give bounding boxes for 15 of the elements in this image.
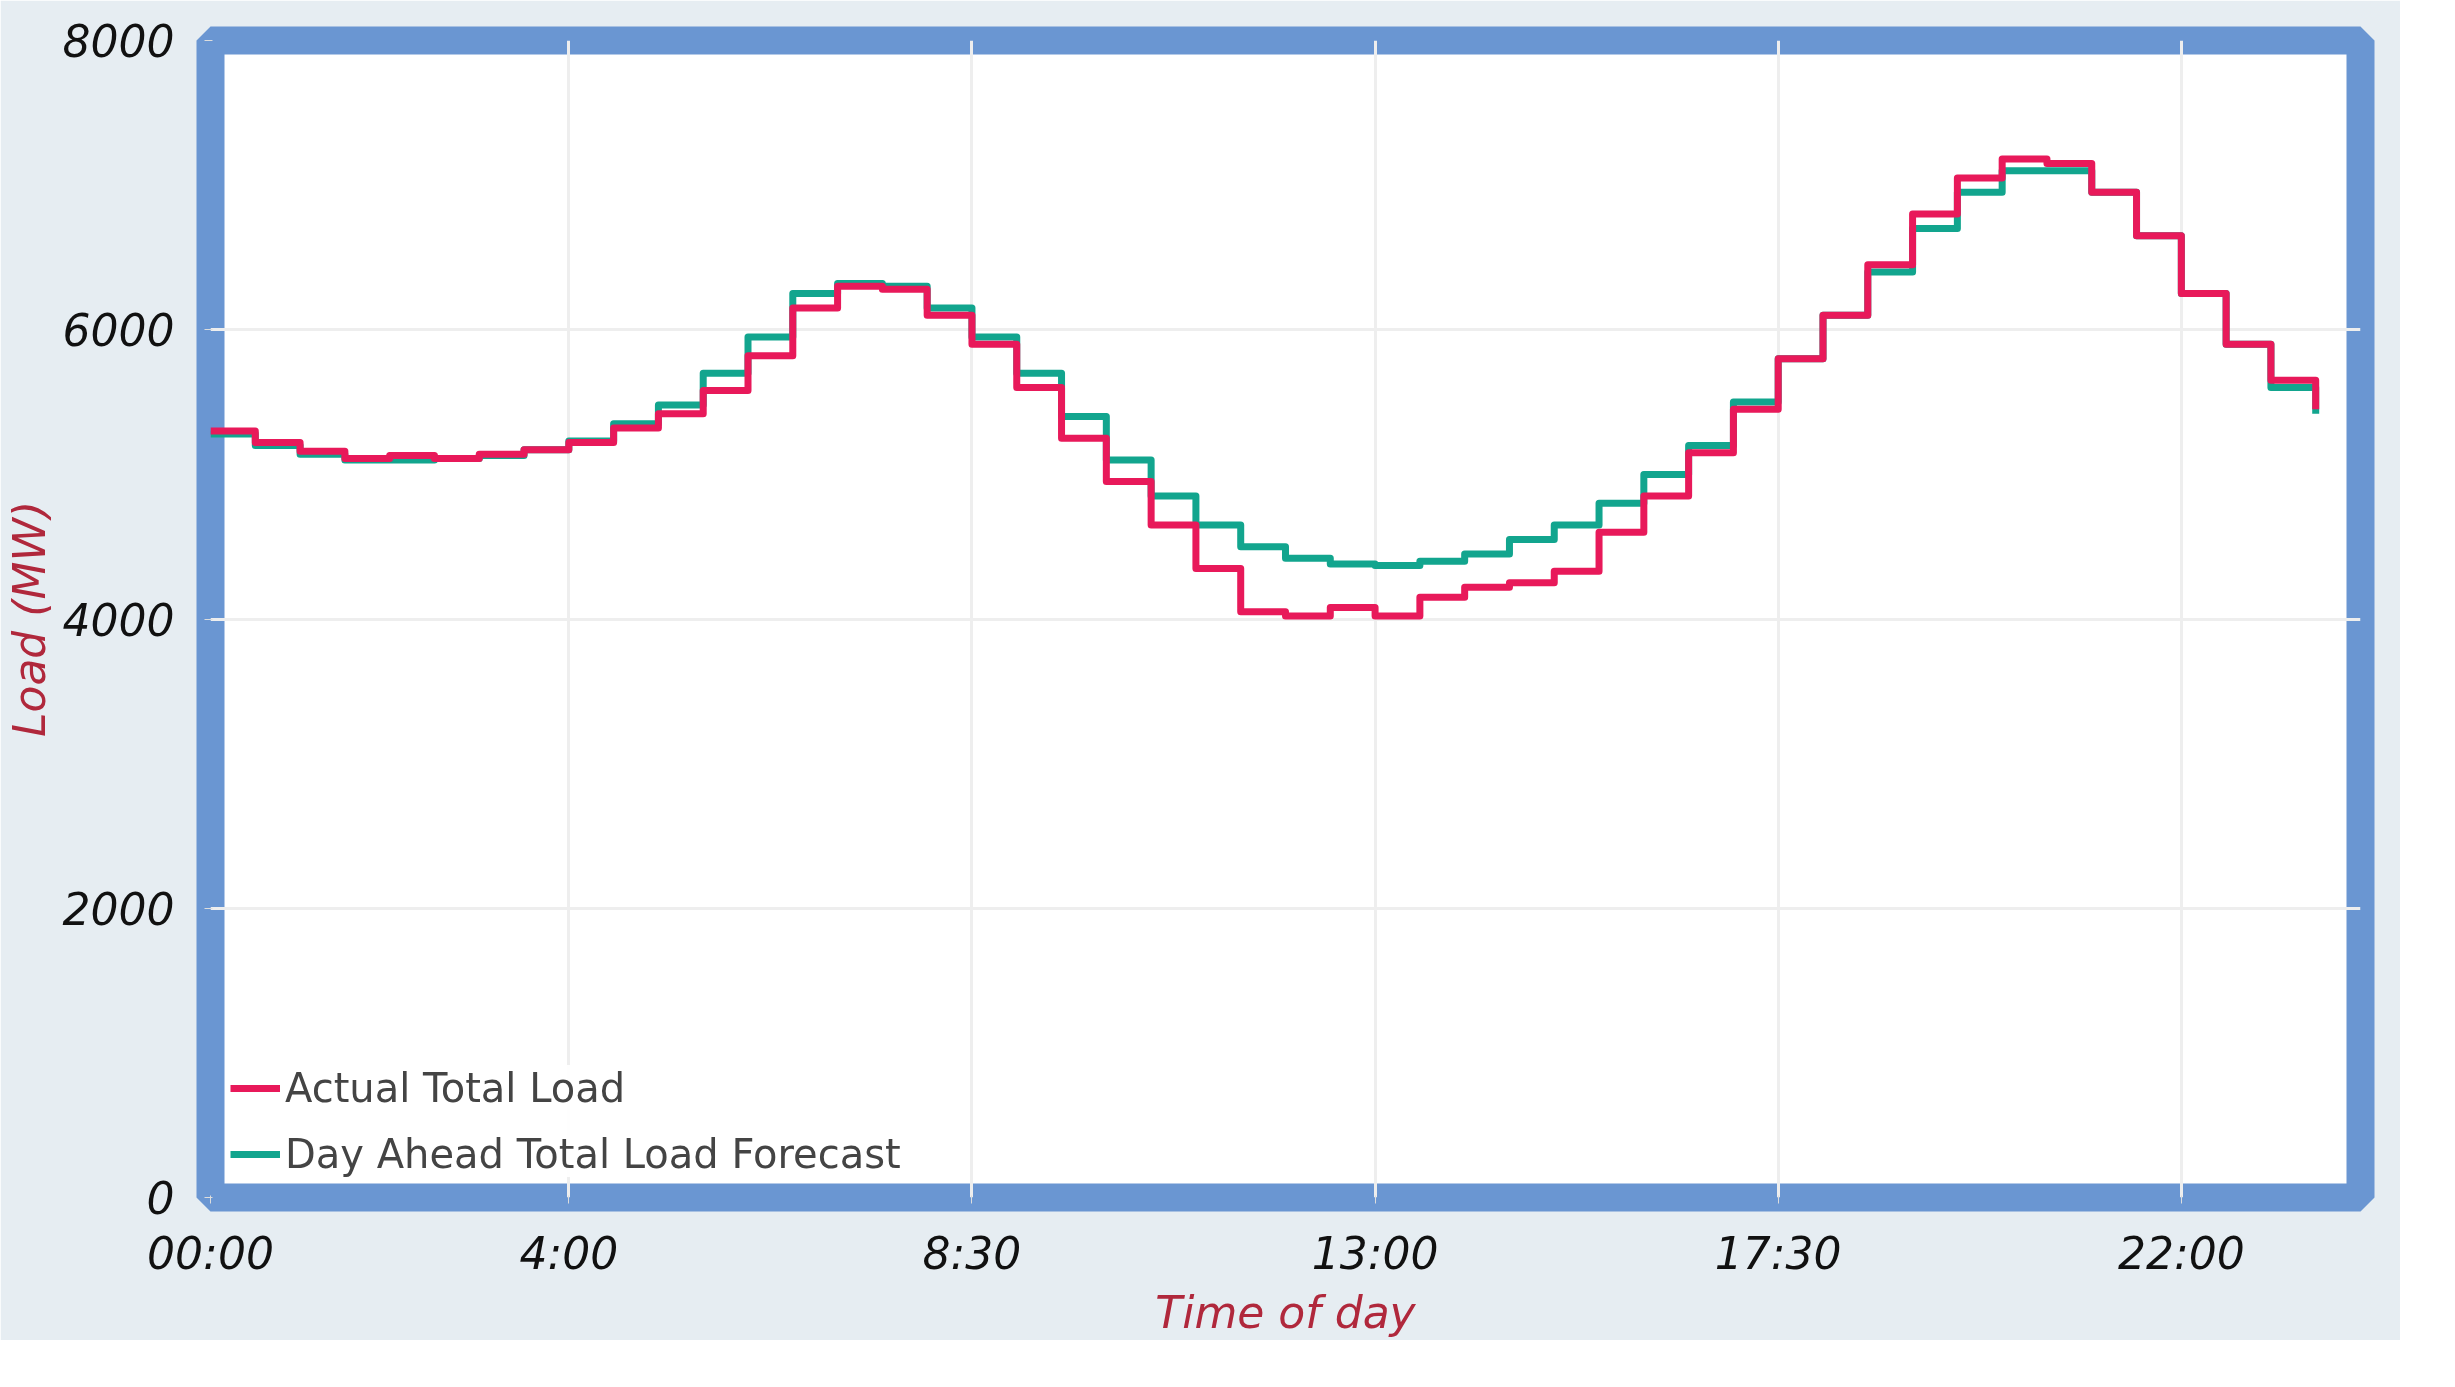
y-tick-label: 8000 — [62, 16, 175, 67]
y-tick-label: 6000 — [62, 305, 175, 357]
x-tick-label: 22:00 — [2117, 1227, 2245, 1279]
x-tick-label: 00:00 — [147, 1227, 274, 1279]
x-tick-label: 13:00 — [1311, 1227, 1439, 1279]
x-tick-label: 8:30 — [922, 1227, 1022, 1279]
y-tick-label: 2000 — [62, 883, 175, 935]
x-tick-label: 17:30 — [1714, 1227, 1842, 1279]
y-tick-label: 4000 — [62, 594, 175, 646]
x-tick-label: 4:00 — [519, 1227, 619, 1279]
x-axis-title: Time of day — [1155, 1286, 1417, 1338]
y-tick-label: 0 — [146, 1173, 175, 1224]
legend-label: Day Ahead Total Load Forecast — [285, 1131, 901, 1177]
y-axis-title: Load (MW) — [3, 500, 55, 738]
legend-label: Actual Total Load — [285, 1065, 626, 1111]
